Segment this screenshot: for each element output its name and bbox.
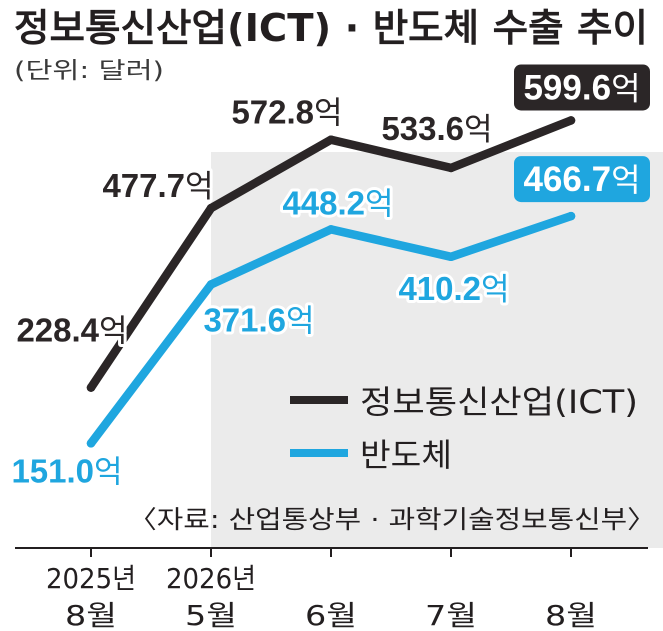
highlight-period-shade	[211, 152, 663, 548]
series-0-data-label-4-box	[514, 64, 650, 111]
series-1-data-label-3-text: 410.2억	[398, 270, 509, 308]
series-1-point-0	[86, 439, 96, 448]
series-0-point-2	[326, 135, 336, 144]
x-tick-label-month-3: 7월	[425, 599, 477, 631]
legend-label-0: 정보통신산업(ICT)	[360, 383, 638, 421]
series-1-data-label-2-text: 448.2억	[282, 184, 393, 222]
x-tick-label-month-4: 8월	[545, 599, 597, 631]
x-tick-label-year-0: 2025년	[46, 562, 136, 595]
series-1-data-label-1-text: 371.6억	[203, 302, 314, 340]
x-tick-label-year-1: 2026년	[166, 562, 256, 595]
series-0-data-label-2-text: 572.8억	[231, 94, 342, 132]
legend-label-1: 반도체	[360, 436, 452, 474]
x-tick-label-month-1: 5월	[185, 599, 237, 631]
x-tick-label-month-0: 8월	[65, 599, 117, 631]
series-0-point-3	[446, 163, 456, 173]
series-1-data-label-0: 151.0억	[8, 449, 125, 493]
series-1-data-label-1: 371.6억	[200, 299, 317, 343]
series-0-data-label-1-text: 477.7억	[102, 167, 213, 205]
series-0-data-label-2: 572.8억	[228, 91, 345, 135]
series-1-data-label-4-text: 466.7억	[523, 160, 640, 199]
series-0-data-label-0: 228.4억	[13, 309, 130, 353]
series-0-data-label-4-text: 599.6억	[523, 68, 640, 107]
series-0-data-label-1: 477.7억	[99, 164, 216, 208]
chart-subtitle: (단위: 달러)	[14, 58, 164, 84]
series-1-point-2	[326, 225, 336, 234]
series-0-point-4	[566, 116, 576, 125]
series-1-data-label-0-text: 151.0억	[11, 452, 122, 490]
chart-title: 정보통신산업(ICT) · 반도체 수출 추이	[14, 6, 648, 50]
legend-item-0: 정보통신산업(ICT)	[290, 383, 638, 421]
series-0-data-label-3: 533.6억	[378, 107, 495, 151]
series-1-data-label-4: 466.7억	[514, 156, 650, 203]
series-0-data-label-3-text: 533.6억	[381, 110, 492, 148]
legend: 정보통신산업(ICT) 반도체	[290, 383, 638, 474]
series-1-point-1	[206, 280, 216, 289]
series-1-data-label-4-box	[514, 156, 650, 203]
series-0-data-label-0-text: 228.4억	[16, 312, 127, 350]
x-tick-label-month-2: 6월	[305, 599, 357, 631]
series-0-data-label-4: 599.6억	[514, 64, 650, 111]
source-note: 〈자료: 산업통상부 · 과학기술정보통신부〉	[128, 505, 656, 534]
plot-area	[86, 116, 576, 448]
series-0-point-0	[86, 383, 96, 392]
series-1-point-4	[566, 211, 576, 221]
series-1-point-3	[446, 252, 456, 262]
legend-item-1: 반도체	[290, 436, 452, 474]
series-1-data-label-2: 448.2억	[279, 181, 396, 225]
data-labels: 228.4억 477.7억 572.8억 533.6억 599.6억 151.0억 371.…	[8, 64, 650, 493]
x-axis: 2025년 8월 2026년 5월 6월 7월 8월	[15, 547, 648, 631]
series-1-data-label-3: 410.2억	[395, 267, 512, 311]
series-0-point-1	[206, 203, 216, 213]
